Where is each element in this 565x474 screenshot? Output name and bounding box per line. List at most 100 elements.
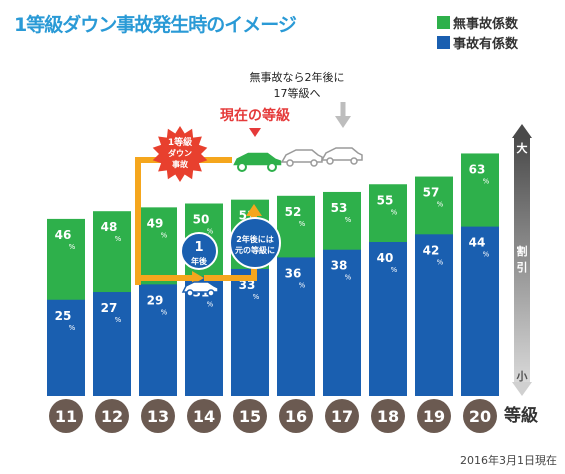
value-label-no-accident-19: 57 bbox=[423, 186, 440, 200]
grade-circle-14 bbox=[187, 399, 221, 433]
scale-arrow-down-icon bbox=[512, 382, 532, 396]
badge-line3: 事故 bbox=[172, 159, 189, 169]
grade-tick-17: 17 bbox=[331, 407, 353, 426]
value-label-accident-15: 33 bbox=[239, 278, 256, 292]
unit-accident-20: % bbox=[483, 251, 490, 259]
legend: 無事故係数 事故有係数 bbox=[437, 12, 518, 52]
footnote: 2016年3月1日現在 bbox=[460, 454, 557, 467]
one-year-label: 年後 bbox=[191, 256, 208, 266]
value-label-no-accident-20: 63 bbox=[469, 162, 486, 176]
unit-accident-18: % bbox=[391, 266, 398, 274]
grade-circle-20 bbox=[463, 399, 497, 433]
unit-accident-13: % bbox=[161, 308, 168, 316]
scale-label-2: 引 bbox=[517, 260, 528, 274]
value-label-no-accident-13: 49 bbox=[147, 216, 164, 230]
unit-accident-16: % bbox=[299, 281, 306, 289]
bar-accident-13 bbox=[139, 284, 177, 396]
scale-bar bbox=[514, 138, 530, 382]
value-label-accident-17: 38 bbox=[331, 259, 348, 273]
value-label-accident-12: 27 bbox=[101, 301, 118, 315]
grade-circle-15 bbox=[233, 399, 267, 433]
grade-tick-16: 16 bbox=[285, 407, 307, 426]
scale-high-label: 大 bbox=[517, 141, 528, 155]
value-label-accident-20: 44 bbox=[469, 236, 486, 250]
bar-accident-16 bbox=[277, 257, 315, 396]
arrow-up-icon bbox=[246, 204, 262, 216]
value-label-accident-19: 42 bbox=[423, 243, 440, 257]
value-label-accident-18: 40 bbox=[377, 251, 394, 265]
bar-accident-11 bbox=[47, 299, 85, 396]
legend-swatch-no-accident bbox=[437, 15, 450, 29]
scale-label-1: 割 bbox=[517, 244, 528, 258]
no-accident-note-line1: 無事故なら2年後に bbox=[250, 70, 345, 84]
grade-circle-19 bbox=[417, 399, 451, 433]
legend-item-accident: 事故有係数 bbox=[437, 32, 518, 52]
grade-circle-12 bbox=[95, 399, 129, 433]
unit-accident-15: % bbox=[253, 293, 260, 301]
bar-accident-17 bbox=[323, 249, 361, 396]
grade-tick-12: 12 bbox=[101, 407, 123, 426]
scale-arrow-up-icon bbox=[512, 124, 532, 138]
grade-circle-16 bbox=[279, 399, 313, 433]
bars-layer: 46%25%48%27%49%29%50%31%51%33%52%36%53%3… bbox=[47, 153, 499, 396]
car-crashed-icon bbox=[181, 281, 219, 297]
value-label-no-accident-16: 52 bbox=[285, 205, 302, 219]
unit-no-accident-14: % bbox=[207, 228, 214, 236]
current-grade-label: 現在の等級 bbox=[220, 107, 290, 124]
bar-accident-12 bbox=[93, 292, 131, 396]
chart-title: 1等級ダウン事故発生時のイメージ bbox=[14, 14, 297, 36]
two-year-badge: 2年後には 元の等級に bbox=[229, 217, 281, 269]
legend-item-no-accident: 無事故係数 bbox=[437, 12, 518, 32]
car-gray-2-icon bbox=[320, 147, 363, 165]
unit-accident-19: % bbox=[437, 258, 444, 266]
unit-accident-17: % bbox=[345, 274, 352, 282]
grade-tick-19: 19 bbox=[423, 407, 445, 426]
bar-accident-14 bbox=[185, 276, 223, 396]
unit-no-accident-19: % bbox=[437, 201, 444, 209]
arrow-down-gray-icon bbox=[335, 116, 351, 128]
grade-tick-11: 11 bbox=[55, 407, 77, 426]
unit-no-accident-18: % bbox=[391, 208, 398, 216]
bar-accident-18 bbox=[369, 242, 407, 396]
unit-no-accident-12: % bbox=[115, 235, 122, 243]
grade-circle-18 bbox=[371, 399, 405, 433]
unit-accident-14: % bbox=[207, 301, 214, 309]
no-accident-note-line2: 17等級へ bbox=[274, 86, 321, 100]
value-label-accident-16: 36 bbox=[285, 266, 302, 280]
grade-tick-20: 20 bbox=[469, 407, 491, 426]
one-year-number: 1 bbox=[194, 240, 203, 255]
badge-line1: 1等級 bbox=[168, 136, 192, 148]
two-year-line2: 元の等級に bbox=[235, 245, 275, 255]
value-label-accident-11: 25 bbox=[55, 309, 72, 323]
unit-no-accident-17: % bbox=[345, 216, 352, 224]
badge-line2: ダウン bbox=[168, 148, 192, 158]
grade-tick-13: 13 bbox=[147, 407, 169, 426]
value-label-accident-13: 29 bbox=[147, 293, 164, 307]
current-grade-marker-icon bbox=[249, 128, 261, 137]
grade-tick-15: 15 bbox=[239, 407, 261, 426]
starburst-icon bbox=[152, 126, 208, 182]
x-tick-layer: 11 12 13 14 15 16 17 18 19 20 bbox=[49, 399, 497, 433]
discount-scale: 大 割 引 小 bbox=[512, 124, 532, 396]
value-label-no-accident-14: 50 bbox=[193, 213, 210, 227]
two-year-line1: 2年後には bbox=[236, 234, 274, 244]
unit-no-accident-13: % bbox=[161, 231, 168, 239]
car-gray-1-icon bbox=[280, 149, 323, 167]
bar-accident-20 bbox=[461, 226, 499, 396]
x-axis-label: 等級 bbox=[504, 405, 538, 426]
bar-accident-15 bbox=[231, 268, 269, 396]
grade-circle-17 bbox=[325, 399, 359, 433]
unit-accident-11: % bbox=[69, 324, 76, 332]
unit-no-accident-16: % bbox=[299, 220, 306, 228]
grade-circle-13 bbox=[141, 399, 175, 433]
value-label-no-accident-18: 55 bbox=[377, 193, 394, 207]
value-label-no-accident-12: 48 bbox=[101, 220, 118, 234]
legend-swatch-accident bbox=[437, 35, 450, 49]
unit-no-accident-11: % bbox=[69, 243, 76, 251]
value-label-no-accident-11: 46 bbox=[55, 228, 72, 242]
scale-low-label: 小 bbox=[516, 369, 528, 383]
legend-label-accident: 事故有係数 bbox=[453, 36, 519, 52]
car-green-icon bbox=[230, 151, 283, 172]
bar-accident-19 bbox=[415, 234, 453, 396]
